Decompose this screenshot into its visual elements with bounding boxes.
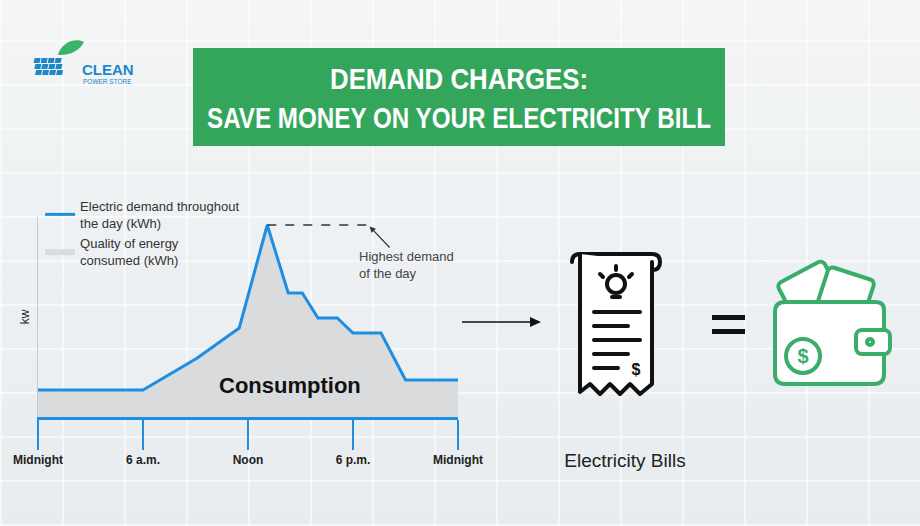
svg-text:SAVE MONEY ON YOUR ELECTRICITY: SAVE MONEY ON YOUR ELECTRICITY BILL <box>207 101 711 134</box>
svg-text:Noon: Noon <box>233 453 264 467</box>
svg-text:Electricity Bills: Electricity Bills <box>564 450 685 471</box>
svg-text:6 p.m.: 6 p.m. <box>336 453 371 467</box>
svg-text:Highest demandof the day: Highest demandof the day <box>359 249 454 281</box>
svg-text:kw: kw <box>18 309 32 324</box>
svg-text:POWER STORE: POWER STORE <box>83 78 132 85</box>
svg-text:Consumption: Consumption <box>219 373 361 398</box>
svg-text:Midnight: Midnight <box>13 453 63 467</box>
svg-text:$: $ <box>632 361 641 378</box>
svg-text:6 a.m.: 6 a.m. <box>126 453 160 467</box>
svg-text:$: $ <box>797 345 808 367</box>
svg-text:Electric demand throughoutthe: Electric demand throughoutthe day (kWh) <box>80 199 239 231</box>
svg-text:Quality of energyconsumed (kWh: Quality of energyconsumed (kWh) <box>80 236 179 268</box>
svg-text:DEMAND CHARGES:: DEMAND CHARGES: <box>330 62 588 95</box>
svg-text:CLEAN: CLEAN <box>82 61 134 78</box>
svg-text:Midnight: Midnight <box>433 453 483 467</box>
